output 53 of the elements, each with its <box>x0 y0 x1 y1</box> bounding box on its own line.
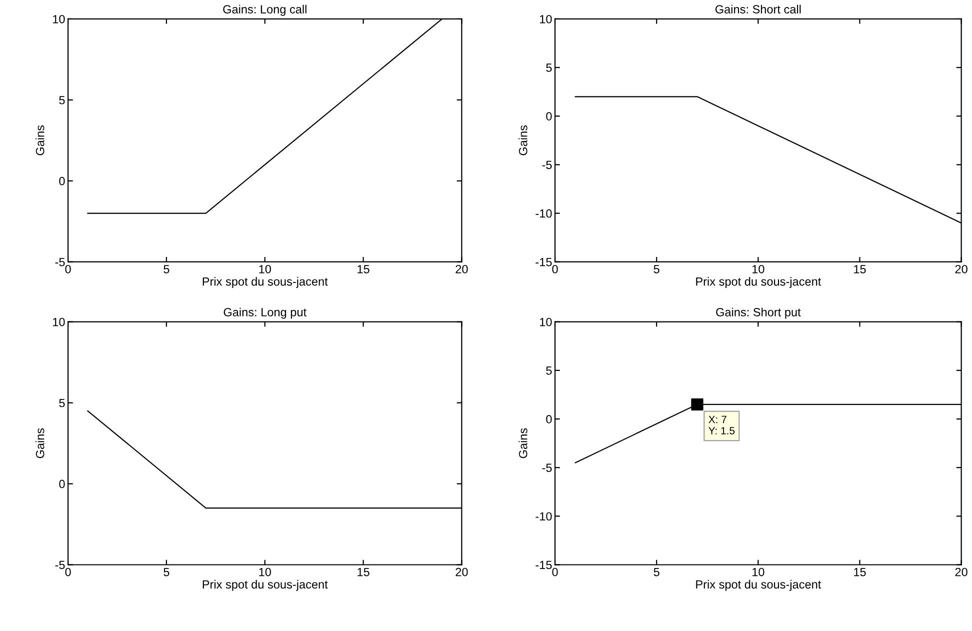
x-tick-label: 10 <box>259 568 271 576</box>
y-tick-label: 10 <box>53 318 65 326</box>
y-tick-label: -5 <box>55 560 65 570</box>
y-tick-label: -10 <box>536 512 552 521</box>
y-tick-label: 0 <box>59 176 65 186</box>
y-tick-label: -15 <box>536 560 552 570</box>
x-tick-label: 5 <box>654 265 660 274</box>
y-tick-label: 0 <box>546 415 552 424</box>
x-tick-label: 0 <box>552 568 558 576</box>
y-tick-label: 10 <box>53 14 65 24</box>
x-tick-label: 10 <box>752 264 764 274</box>
y-tick-label: 10 <box>540 318 552 326</box>
x-tick-label: 0 <box>552 264 558 274</box>
y-axis-title: Gains <box>36 125 44 156</box>
chart-title: Gains: Long call <box>223 4 306 16</box>
y-tick-label: -10 <box>536 209 552 218</box>
y-tick-label: 5 <box>546 64 552 72</box>
y-tick-label: -5 <box>542 464 552 472</box>
x-tick-label: 10 <box>259 264 271 274</box>
y-tick-label: 5 <box>546 366 552 375</box>
y-tick-label: -15 <box>536 258 552 266</box>
x-tick-label: 20 <box>955 568 968 576</box>
x-tick-label: 20 <box>456 264 468 274</box>
chart-title: Gains: Long put <box>224 308 306 319</box>
x-tick-label: 15 <box>358 265 370 274</box>
y-tick-label: 0 <box>546 112 552 120</box>
y-tick-label: 10 <box>540 14 552 24</box>
y-tick-label: 0 <box>59 480 65 488</box>
y-axis-title: Gains <box>518 125 528 156</box>
x-tick-label: 5 <box>654 568 660 576</box>
y-tick-label: 5 <box>59 398 65 408</box>
y-axis-title: Gains <box>518 428 528 458</box>
annotation: X: 7 Y: 1.5 <box>708 416 735 434</box>
y-tick-label: -5 <box>55 258 65 266</box>
x-axis-title: Prix spot du sous-jacent <box>202 277 328 288</box>
x-axis-title: Prix spot du sous-jacent <box>202 580 328 591</box>
y-axis-title: Gains <box>36 428 44 458</box>
x-tick-label: 5 <box>164 265 170 274</box>
x-tick-label: 20 <box>456 568 468 576</box>
y-tick-label: -5 <box>542 160 552 170</box>
chart-title: Gains: Short call <box>715 4 801 14</box>
x-tick-label: 0 <box>65 264 71 274</box>
x-tick-label: 15 <box>854 568 866 576</box>
x-tick-label: 0 <box>65 568 71 576</box>
x-tick-label: 5 <box>164 568 170 576</box>
chart-title: Gains: Short put <box>716 308 801 319</box>
x-axis-title: Prix spot du sous-jacent <box>696 580 822 591</box>
x-tick-label: 15 <box>854 265 866 274</box>
y-tick-label: 5 <box>59 96 65 104</box>
x-axis-title: Prix spot du sous-jacent <box>696 277 822 288</box>
x-tick-label: 20 <box>955 264 968 274</box>
x-tick-label: 15 <box>358 568 370 576</box>
x-tick-label: 10 <box>752 568 764 576</box>
